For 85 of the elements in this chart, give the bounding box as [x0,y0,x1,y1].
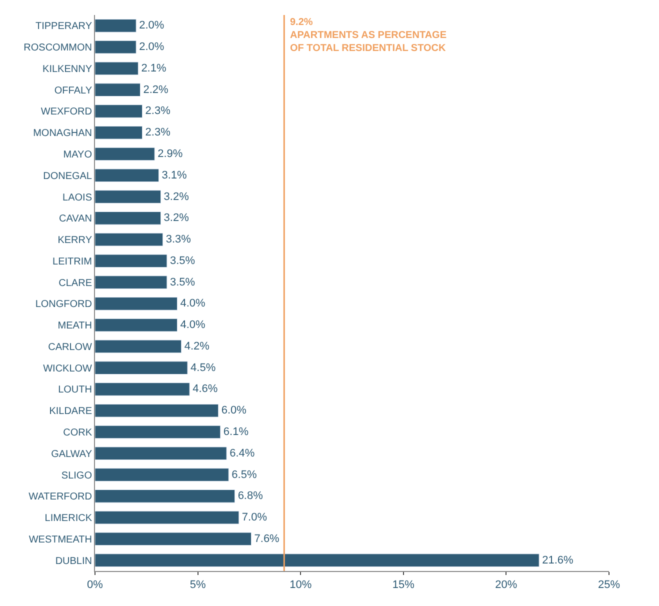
data-label: 3.1% [162,169,188,182]
y-tick-label: LEITRIM [52,256,92,268]
bar [95,318,178,332]
bar [95,446,227,460]
x-tick-label: 10% [290,579,312,592]
y-tick-label: DUBLIN [55,556,92,567]
bar [95,83,140,97]
x-tick-label: 0% [87,579,104,592]
data-label: 4.2% [184,340,210,352]
y-tick-label: CLARE [58,278,92,289]
data-label: 6.0% [221,404,247,417]
data-label: 3.5% [170,254,196,267]
y-tick-label: CAVAN [59,214,92,225]
y-tick-label: LIMERICK [44,513,92,524]
data-label: 3.2% [164,212,190,224]
data-label: 3.3% [166,234,192,246]
data-label: 7.0% [242,512,268,524]
y-tick-label: KILDARE [49,406,92,418]
bar [95,276,168,289]
y-tick-label: WESTMEATH [28,534,92,546]
y-tick-label: TIPPERARY [36,21,92,32]
bar [95,532,252,546]
bar [95,382,190,396]
data-label: 6.5% [232,468,257,481]
data-label: 2.3% [145,126,171,139]
y-tick-label: CORK [63,428,92,438]
bar [95,126,143,140]
bar [95,254,168,268]
data-label: 7.6% [254,532,280,545]
x-tick-label: 15% [392,579,415,592]
x-tick-label: 25% [598,579,620,592]
bar [95,190,162,204]
y-tick-label: LAOIS [62,192,92,204]
y-tick-label: ROSCOMMON [24,42,92,54]
bar [95,19,136,32]
y-tick-label: MONAGHAN [33,128,92,140]
bar [95,489,236,503]
bar [95,404,219,418]
bar [95,361,188,375]
bar [95,211,162,225]
data-label: 2.0% [139,41,164,54]
bar [95,40,136,54]
y-tick-label: DONEGAL [43,170,92,182]
y-tick-label: MEATH [58,320,92,332]
data-label: 4.5% [190,362,216,374]
data-label: 3.2% [164,190,190,203]
y-tick-label: CARLOW [48,342,93,353]
bar [95,168,159,182]
bar [95,468,229,482]
data-label: 2.9% [158,148,183,160]
data-label: 3.5% [170,276,196,288]
y-tick-label: LOUTH [58,384,92,396]
data-label: 2.0% [139,20,164,32]
bar [95,147,155,161]
data-label: 2.3% [145,105,171,118]
ref-line-label: 9.2% APARTMENTS AS PERCENTAGE OF TOTAL RESIDENTIAL STOCK [290,17,447,54]
x-tick-label: 5% [190,579,206,592]
data-label: 4.0% [180,298,206,310]
data-label: 2.2% [143,84,169,96]
y-tick-label: GALWAY [51,448,92,460]
bar [95,340,182,354]
bar [95,104,143,118]
y-tick-label: MAYO [63,150,92,160]
y-tick-label: LONGFORD [35,299,92,310]
data-label: 6.8% [238,490,264,502]
bar [95,232,164,246]
bar [95,510,240,524]
y-tick-label: KILKENNY [42,64,92,75]
bar [95,425,221,439]
y-tick-label: WEXFORD [40,106,92,118]
x-tick-label: 20% [495,579,518,592]
y-tick-label: SLIGO [61,470,92,482]
data-label: 4.6% [192,383,218,396]
data-label: 21.6% [542,554,574,566]
bar [95,554,540,567]
data-label: 4.0% [180,319,206,332]
y-tick-label: OFFALY [54,85,92,96]
bar [95,297,178,310]
y-tick-label: WATERFORD [28,492,92,503]
data-label: 2.1% [141,62,166,74]
data-label: 6.1% [223,426,249,438]
bar [95,62,138,76]
y-tick-label: KERRY [58,235,92,246]
data-label: 6.4% [230,447,255,460]
y-tick-label: WICKLOW [43,363,93,374]
